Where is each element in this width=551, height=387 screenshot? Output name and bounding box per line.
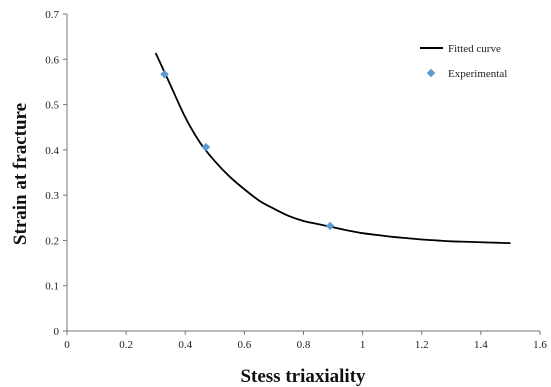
x-tick-label: 1.4 xyxy=(474,339,488,351)
x-tick-label: 1.2 xyxy=(415,339,429,351)
y-tick-label: 0 xyxy=(54,326,60,338)
x-tick-label: 1 xyxy=(360,339,366,351)
x-tick-label: 0.8 xyxy=(297,339,311,351)
x-tick-label: 0 xyxy=(64,339,70,351)
x-axis-title: Stess triaxiality xyxy=(240,366,366,387)
y-axis-title: Strain at fracture xyxy=(10,103,31,245)
x-tick-label: 0.6 xyxy=(238,339,252,351)
experimental-point xyxy=(326,222,334,230)
y-tick-label: 0.4 xyxy=(45,145,59,157)
legend-label-fitted-curve: Fitted curve xyxy=(448,43,501,55)
y-tick-label: 0.5 xyxy=(45,100,59,112)
legend-marker-swatch xyxy=(427,69,435,77)
x-tick-label: 0.4 xyxy=(178,339,192,351)
y-tick-label: 0.1 xyxy=(45,281,59,293)
y-tick-label: 0.6 xyxy=(45,54,59,66)
legend: Fitted curve Experimental xyxy=(420,43,507,80)
plot-area xyxy=(67,14,540,331)
y-axis-ticks: 0 0.1 0.2 0.3 0.4 0.5 0.6 0.7 xyxy=(45,9,67,338)
legend-label-experimental: Experimental xyxy=(448,68,507,80)
x-tick-label: 0.2 xyxy=(119,339,133,351)
x-axis-ticks: 0 0.2 0.4 0.6 0.8 1 1.2 1.4 1.6 xyxy=(64,331,547,351)
x-tick-label: 1.6 xyxy=(533,339,547,351)
y-tick-label: 0.2 xyxy=(45,235,59,247)
y-tick-label: 0.3 xyxy=(45,190,59,202)
y-tick-label: 0.7 xyxy=(45,9,59,21)
experimental-point xyxy=(202,143,210,151)
